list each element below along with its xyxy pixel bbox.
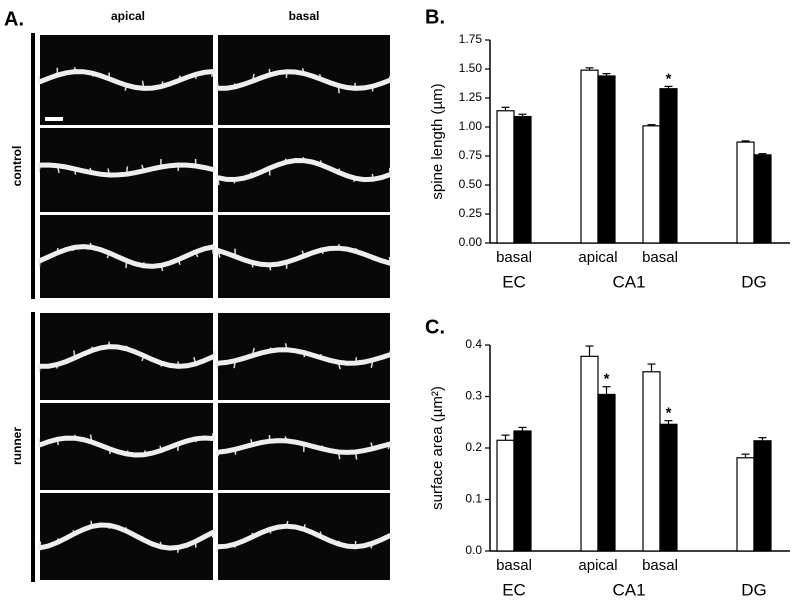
panel-label: A. [4,8,24,30]
dendrite [215,69,393,91]
x-tick-label: basal [642,557,678,574]
y-tick-label: 0.75 [459,148,483,162]
dendrite [37,69,216,91]
y-tick-label: 0.2 [465,440,482,454]
group-label: EC [502,272,526,291]
dendrite [37,344,216,369]
row-label: control [10,146,24,187]
bar [736,457,755,552]
group-label: CA1 [612,272,645,291]
bar [753,154,772,244]
x-tick-label: basal [496,249,532,266]
micrograph [40,313,213,400]
bar [597,75,616,244]
micrograph [218,128,390,212]
group-bar [31,312,35,582]
dendrite [215,245,393,268]
bar [597,393,616,552]
significance-marker: * [666,405,672,422]
group-label: DG [741,580,767,599]
y-tick-label: 0.00 [459,235,483,249]
y-tick-label: 1.25 [459,90,483,104]
group-label: CA1 [612,580,645,599]
y-tick-label: 1.00 [459,119,483,133]
dendrite [215,523,393,550]
bar [642,371,661,552]
y-axis-title: spine length (µm) [429,83,446,199]
y-tick-label: 1.75 [459,32,483,46]
y-tick-label: 0.50 [459,177,483,191]
y-tick-label: 0.0 [465,543,482,557]
y-axis-title: surface area (µm²) [429,386,446,510]
y-tick-label: 0.3 [465,389,482,403]
bar [580,69,599,244]
group-label: DG [741,272,767,291]
dendrite [215,347,393,366]
bar [659,423,678,552]
column-label: basal [289,9,320,23]
bar [736,141,755,244]
scale-bar [45,117,63,121]
dendrite [37,162,216,178]
x-tick-label: apical [578,249,617,266]
x-tick-label: basal [642,249,678,266]
dendrite [215,157,393,183]
dendrite [215,438,393,455]
bar [659,88,678,244]
bar [496,110,515,244]
significance-marker: * [604,371,610,388]
column-label: apical [111,9,145,23]
bar [513,115,532,244]
micrograph [40,403,213,490]
y-tick-label: 0.25 [459,206,483,220]
dendrite [37,244,216,269]
bar [513,430,532,552]
dendrite [37,522,216,551]
y-tick-label: 1.50 [459,61,483,75]
bar [642,125,661,244]
group-label: EC [502,580,526,599]
dendrite [37,435,216,458]
bar [496,439,515,552]
bar [580,355,599,552]
bar [753,440,772,552]
significance-marker: * [666,70,672,87]
panel-label: B. [425,6,445,28]
row-label: runner [10,427,24,465]
micrograph [218,493,390,580]
x-tick-label: basal [496,557,532,574]
panel-label: C. [425,316,445,338]
group-bar [31,33,35,299]
y-tick-label: 0.4 [465,337,482,351]
y-tick-label: 0.1 [465,492,482,506]
x-tick-label: apical [578,557,617,574]
micrograph [218,35,390,125]
